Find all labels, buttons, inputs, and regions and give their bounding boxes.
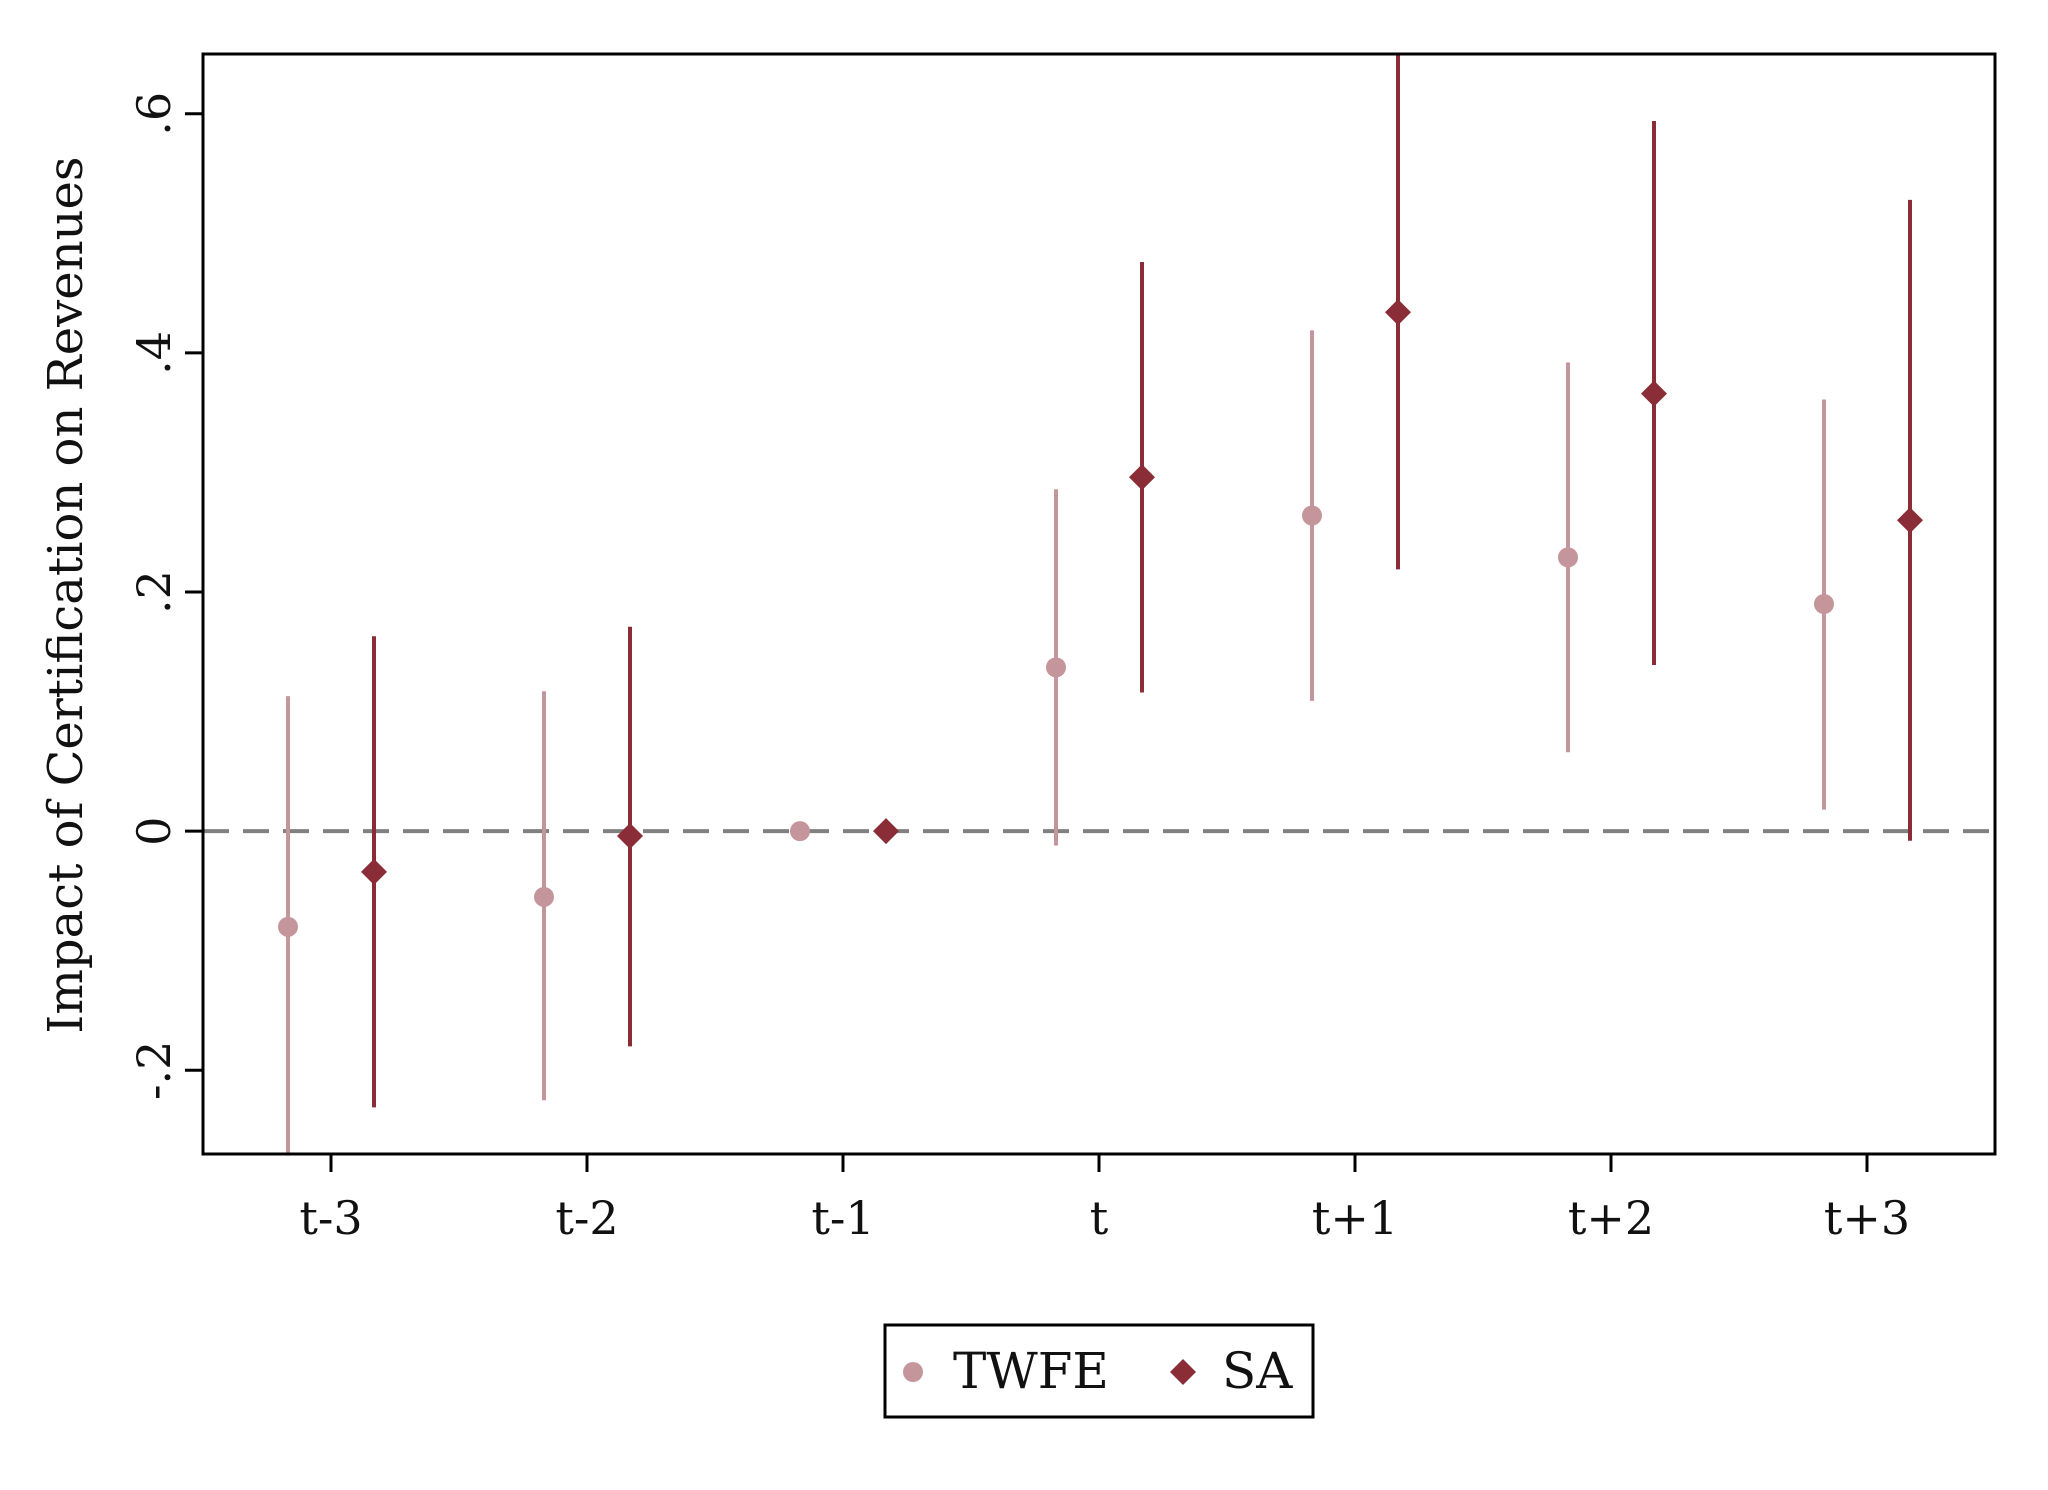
legend-label-sa: SA [1222,1342,1293,1400]
plot-area [203,54,1995,1154]
point-sa [1385,299,1411,326]
point-twfe [534,886,554,907]
y-tick-label: .6 [127,92,181,136]
point-sa [617,822,643,849]
point-sa [361,858,387,885]
x-tick-label: t-1 [811,1191,874,1245]
legend: TWFE SA [883,1323,1315,1419]
point-sa [1129,464,1155,491]
legend-marker-twfe [903,1362,923,1382]
point-twfe [1302,505,1322,526]
series-sa [361,54,1923,1108]
point-twfe [278,916,298,937]
point-twfe [1046,657,1066,678]
point-sa [873,818,899,845]
legend-marker-sa [1170,1359,1196,1385]
x-tick-label: t-3 [299,1191,362,1245]
point-sa [1897,507,1923,534]
y-tick-label: .2 [127,570,181,614]
x-tick-label: t-2 [555,1191,618,1245]
legend-box [883,1323,1315,1419]
point-sa [1641,380,1667,407]
y-tick-label: -.2 [127,1041,181,1100]
point-twfe [790,821,810,842]
x-tick-label: t [1090,1191,1109,1245]
y-tick-label: .4 [127,331,181,375]
axes: -.2 0 .2 .4 .6 t-3 t-2 t-1 t t+1 t+2 t+3 [127,52,1997,1245]
point-twfe [1558,547,1578,568]
y-tick-label: 0 [127,817,181,846]
y-axis-title: Impact of Certification on Revenues [38,156,94,1033]
x-tick-label: t+3 [1824,1191,1910,1245]
legend-label-twfe: TWFE [953,1342,1109,1400]
y-axis-title-group: Impact of Certification on Revenues [38,156,94,1033]
plot-frame [201,52,1997,1156]
x-tick-label: t+1 [1312,1191,1398,1245]
point-twfe [1814,594,1834,614]
x-tick-label: t+2 [1568,1191,1654,1245]
series-twfe [278,330,1834,1154]
